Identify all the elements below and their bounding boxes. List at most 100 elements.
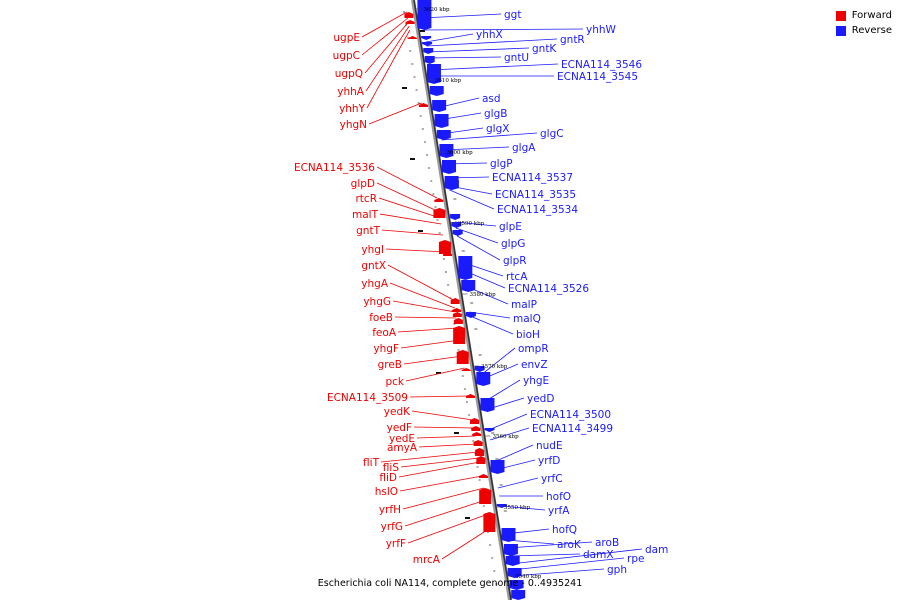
gene-label-reverse: glpE [499,221,522,233]
leader-line [380,451,479,463]
reverse-gene-block [444,180,459,190]
tick-label: 3590 kbp [458,221,485,227]
leader-line [479,347,516,377]
gene-label-forward: ugpE [333,32,360,44]
leader-line [376,182,440,213]
tick-label: 3570 kbp [481,364,508,370]
gene-label-reverse: yrfD [538,455,560,467]
forward-gene-block [483,512,496,532]
feature-marker [465,517,470,519]
reverse-gene-block [452,230,463,236]
forward-gene-block [443,252,453,256]
leader-line [490,427,530,441]
leader-line [385,248,446,253]
reverse-gene-block [426,64,441,84]
gene-label-reverse: gntU [504,52,529,64]
leader-line [421,13,502,19]
gene-label-reverse: bioH [516,329,540,341]
legend-reverse: Reverse [835,23,892,38]
leader-line [400,457,480,468]
forward-gene-block [476,456,486,464]
leader-line [423,28,584,31]
leader-line [402,487,484,510]
forward-gene-block [456,350,469,364]
gene-label-forward: pck [385,376,404,388]
gene-label-reverse: dam [645,544,668,556]
reverse-gene-block [474,366,485,372]
gene-label-forward: yhgA [361,278,389,290]
leader-line [409,395,470,398]
gene-label-forward: yhhY [339,103,366,115]
gene-label-reverse: gntK [532,43,557,55]
leader-line [485,397,525,411]
reverse-gene-block [436,130,451,140]
tick-label: 3540 kbp [515,574,542,580]
legend: Forward Reverse [835,8,892,38]
forward-gene-block [473,440,483,446]
reverse-gene-block [465,312,476,318]
forward-gene-block [438,240,451,254]
gene-label-reverse: asd [482,93,501,105]
leader-line [379,213,442,225]
tick-label: 3560 kbp [492,434,519,440]
reverse-gene-block [423,48,434,54]
gene-label-forward: foeB [369,312,393,324]
gene-label-reverse: aroB [595,537,619,549]
backbone-line [413,0,512,600]
leader-line [441,527,491,560]
forward-gene-block [404,12,414,18]
gene-label-reverse: ECNA114_3546 [561,59,642,71]
leader-line [441,132,538,141]
gene-label-reverse: glgA [512,142,536,154]
gene-label-reverse: rtcA [506,271,528,283]
gene-label-forward: hslO [375,486,398,498]
backbone-layer [402,0,520,600]
gene-label-forward: malT [352,209,379,221]
forward-gene-block [434,198,444,202]
leader-line [394,316,457,319]
gene-label-forward: fliD [379,472,397,484]
gene-label-reverse: nudE [536,440,563,452]
leader-line [361,11,408,38]
gene-label-forward: greB [378,359,402,371]
reverse-gene-block [505,556,520,566]
forward-gene-block [452,312,462,317]
leader-line [364,21,409,74]
forward-gene-block [453,326,466,344]
reverse-gene-block [490,460,505,474]
leader-line [365,25,410,92]
legend-forward: Forward [835,8,892,23]
gene-label-reverse: yhgE [523,375,549,387]
leader-line [399,475,483,492]
leader-line [361,17,409,56]
gene-label-forward: fliS [383,462,400,474]
feature-marker [436,372,441,374]
gene-label-reverse: ompR [518,343,549,355]
reverse-gene-block [461,280,476,292]
forward-gene-block [479,488,492,504]
leader-line [445,162,488,165]
gene-label-reverse: glgX [486,123,509,135]
gene-label-reverse: glpG [501,238,525,250]
leader-line [461,261,504,277]
leader-line [497,477,539,489]
leader-line [483,379,521,403]
forward-gene-block [461,368,471,371]
gene-label-forward: ECNA114_3509 [327,392,408,404]
gene-label-forward: yrfH [379,504,401,516]
leader-line [506,539,555,545]
gene-label-reverse: glgP [490,158,513,170]
feature-marker [420,30,425,32]
tick-label: 3580 kbp [470,292,497,298]
leader-line [381,229,444,236]
gene-label-reverse: ECNA114_3534 [497,204,578,216]
leader-line [449,189,495,210]
gene-label-reverse: ggt [504,9,521,21]
forward-gene-block [453,318,463,324]
tick-label: 3550 kbp [504,505,531,511]
tick-label: 3610 kbp [435,78,462,84]
leader-line [428,56,502,59]
leader-line-layer [361,11,643,577]
forward-gene-block [472,432,482,436]
feature-marker [454,432,459,434]
